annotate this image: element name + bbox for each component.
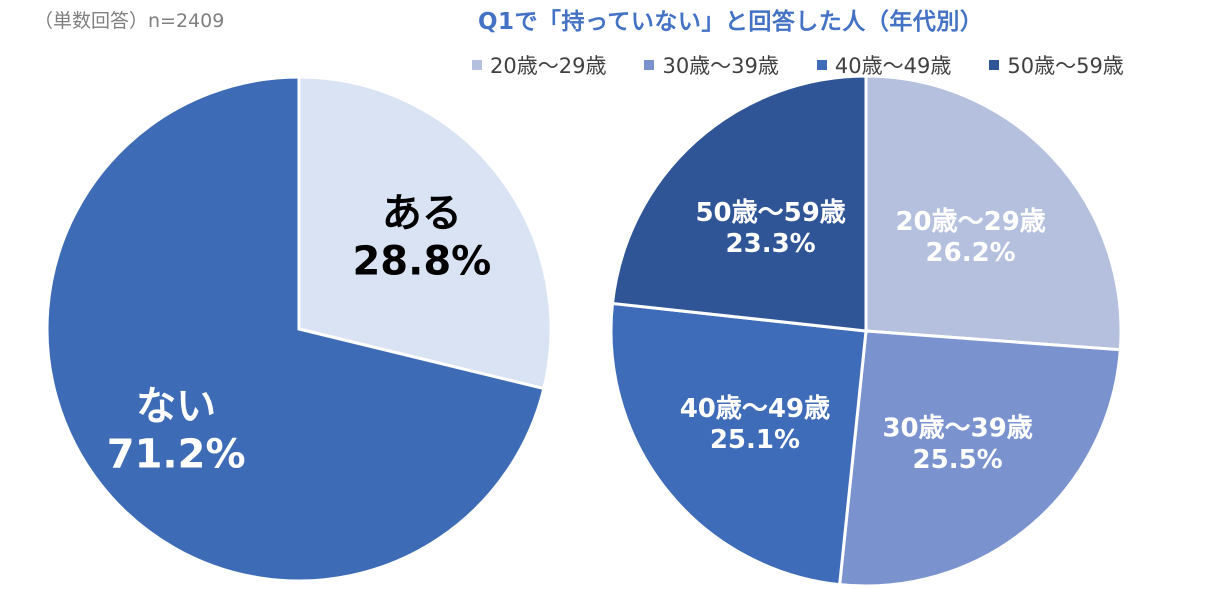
legend-swatch-20s [472, 60, 482, 70]
pie1-slice-1 [837, 329, 1122, 588]
pie0-slice-0 [297, 75, 553, 391]
pie1-slice-2-value: 25.1% [710, 425, 800, 455]
pie1-slice-0-category: 20歳～29歳 [895, 207, 1045, 237]
pie0-slice-1-label: ない 71.2% [107, 384, 246, 478]
chart-title: Q1で「持っていない」と回答した人（年代別） [478, 9, 984, 35]
sample-note: （単数回答）n=2409 [34, 10, 225, 32]
legend-item-50s: 50歳～59歳 [989, 50, 1124, 80]
pie0-slice-1-value: 71.2% [107, 432, 246, 478]
legend-item-20s: 20歳～29歳 [472, 50, 606, 80]
pie0-slice-0-category: ある [382, 190, 462, 236]
legend-label-30s: 30歳～39歳 [662, 54, 779, 78]
pie1-slice-0-label: 20歳～29歳 26.2% [895, 207, 1045, 268]
pie1-slice-1-category: 30歳～39歳 [882, 414, 1032, 444]
pie-chart-age-groups: 20歳～29歳 26.2% 30歳～39歳 25.5% 40歳～49歳 25.1% 50歳～… [609, 74, 1123, 588]
pie1-slice-3-category: 50歳～59歳 [695, 198, 845, 228]
pie0-slice-1 [45, 75, 546, 583]
pie1-slice-2 [609, 301, 868, 587]
legend-label-40s: 40歳～49歳 [834, 54, 952, 78]
pie1-slice-1-label: 30歳～39歳 25.5% [882, 414, 1032, 475]
pie1-slice-0-value: 26.2% [926, 238, 1016, 268]
pie1-slice-2-label: 40歳～49歳 25.1% [680, 394, 830, 455]
legend-label-50s: 50歳～59歳 [1007, 54, 1124, 78]
legend-swatch-40s [816, 60, 827, 70]
legend: 20歳～29歳 30歳～39歳 40歳～49歳 50歳～59歳 [472, 50, 1124, 80]
pie0-slice-1-category: ない [136, 384, 216, 430]
pie1-slice-3-label: 50歳～59歳 23.3% [695, 198, 845, 259]
legend-swatch-30s [644, 60, 655, 70]
legend-item-40s: 40歳～49歳 [816, 50, 952, 80]
pie0-slice-0-value: 28.8% [352, 238, 491, 284]
pie1-slice-3 [610, 74, 868, 333]
pie0-slice-0-label: ある 28.8% [352, 190, 491, 284]
pie1-slice-1-value: 25.5% [913, 445, 1003, 475]
pie-chart-ownership: ある 28.8% ない 71.2% [45, 75, 553, 583]
legend-swatch-50s [989, 60, 1000, 70]
pie1-slice-2-category: 40歳～49歳 [680, 394, 830, 424]
pie1-slice-3-value: 23.3% [726, 229, 816, 259]
legend-item-30s: 30歳～39歳 [644, 50, 779, 80]
legend-label-20s: 20歳～29歳 [490, 54, 607, 78]
pie1-slice-0 [864, 74, 1123, 352]
